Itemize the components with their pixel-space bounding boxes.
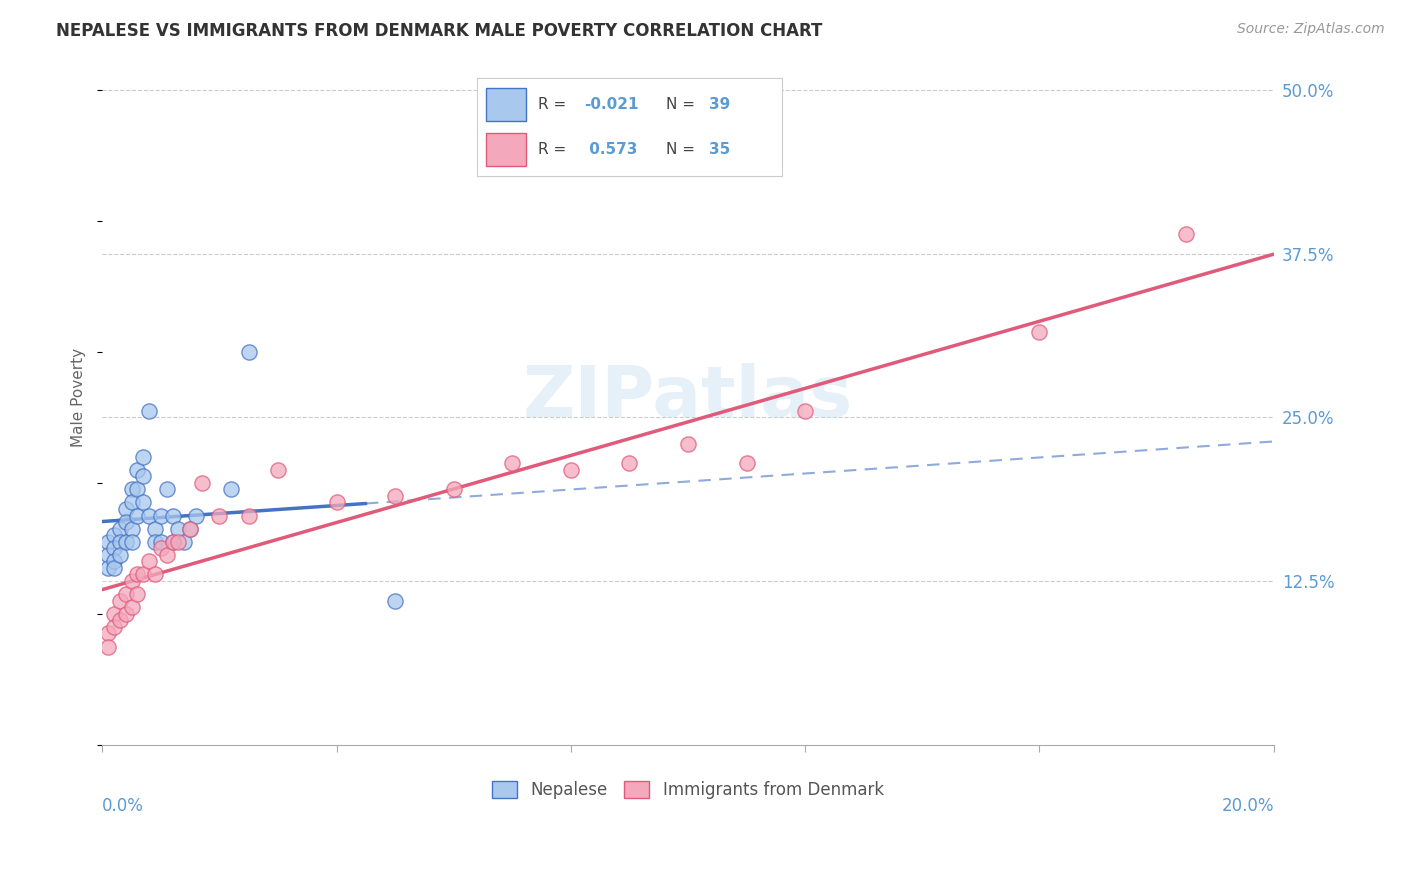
Text: 20.0%: 20.0%	[1222, 797, 1274, 815]
Point	[132, 495, 155, 509]
Point	[167, 522, 190, 536]
Point	[794, 404, 817, 418]
Point	[114, 502, 136, 516]
Point	[97, 548, 120, 562]
Point	[384, 593, 406, 607]
Point	[143, 567, 166, 582]
Point	[143, 534, 166, 549]
Point	[127, 463, 149, 477]
Point	[156, 483, 179, 497]
Point	[219, 483, 242, 497]
Point	[179, 522, 201, 536]
Point	[108, 548, 131, 562]
Point	[443, 483, 465, 497]
Point	[97, 534, 120, 549]
Point	[132, 567, 155, 582]
Point	[114, 534, 136, 549]
Point	[238, 508, 260, 523]
Text: 0.0%: 0.0%	[103, 797, 143, 815]
Point	[1028, 325, 1050, 339]
Y-axis label: Male Poverty: Male Poverty	[72, 348, 86, 447]
Point	[267, 463, 290, 477]
Point	[103, 528, 125, 542]
Point	[156, 548, 179, 562]
Point	[114, 607, 136, 621]
Point	[560, 463, 582, 477]
Point	[132, 469, 155, 483]
Point	[149, 534, 172, 549]
Point	[108, 613, 131, 627]
Point	[149, 541, 172, 556]
Point	[127, 587, 149, 601]
Point	[103, 620, 125, 634]
Point	[114, 515, 136, 529]
Point	[208, 508, 231, 523]
Point	[121, 483, 143, 497]
Point	[138, 554, 160, 568]
Point	[103, 607, 125, 621]
Point	[127, 508, 149, 523]
Point	[114, 587, 136, 601]
Point	[121, 495, 143, 509]
Point	[103, 541, 125, 556]
Point	[143, 522, 166, 536]
Point	[676, 436, 699, 450]
Point	[121, 522, 143, 536]
Point	[121, 574, 143, 588]
Point	[179, 522, 201, 536]
Point	[162, 534, 184, 549]
Point	[121, 534, 143, 549]
Point	[103, 554, 125, 568]
Point	[384, 489, 406, 503]
Point	[325, 495, 347, 509]
Point	[1174, 227, 1197, 241]
Point	[121, 600, 143, 615]
Point	[127, 483, 149, 497]
Point	[162, 508, 184, 523]
Legend: Nepalese, Immigrants from Denmark: Nepalese, Immigrants from Denmark	[485, 774, 890, 805]
Point	[97, 561, 120, 575]
Point	[97, 626, 120, 640]
Point	[501, 456, 523, 470]
Point	[735, 456, 758, 470]
Text: NEPALESE VS IMMIGRANTS FROM DENMARK MALE POVERTY CORRELATION CHART: NEPALESE VS IMMIGRANTS FROM DENMARK MALE…	[56, 22, 823, 40]
Point	[184, 508, 207, 523]
Point	[108, 522, 131, 536]
Point	[103, 561, 125, 575]
Point	[138, 508, 160, 523]
Point	[191, 475, 214, 490]
Point	[108, 534, 131, 549]
Point	[149, 508, 172, 523]
Text: Source: ZipAtlas.com: Source: ZipAtlas.com	[1237, 22, 1385, 37]
Point	[167, 534, 190, 549]
Point	[97, 640, 120, 654]
Point	[162, 534, 184, 549]
Point	[138, 404, 160, 418]
Point	[238, 344, 260, 359]
Point	[132, 450, 155, 464]
Point	[173, 534, 195, 549]
Point	[127, 567, 149, 582]
Point	[619, 456, 641, 470]
Point	[108, 593, 131, 607]
Text: ZIPatlas: ZIPatlas	[523, 363, 853, 433]
